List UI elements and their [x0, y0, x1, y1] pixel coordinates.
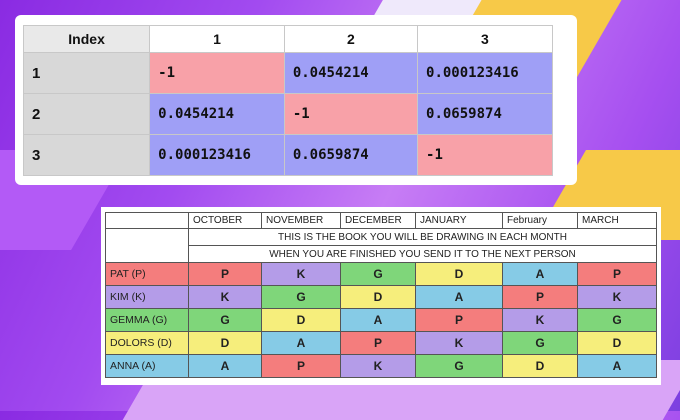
- assignment-cell[interactable]: D: [188, 331, 262, 355]
- matrix-header-row: Index 1 2 3: [22, 25, 577, 53]
- message-line-2[interactable]: WHEN YOU ARE FINISHED YOU SEND IT TO THE…: [188, 245, 657, 263]
- assignment-cell[interactable]: P: [188, 262, 262, 286]
- month-header[interactable]: DECEMBER: [340, 212, 416, 229]
- assignment-cell[interactable]: K: [261, 262, 341, 286]
- assignment-cell[interactable]: D: [340, 285, 416, 309]
- month-header[interactable]: MARCH: [577, 212, 657, 229]
- assignment-cell[interactable]: K: [577, 285, 657, 309]
- row-spacer: [552, 52, 577, 94]
- matrix-cell[interactable]: 0.0454214: [149, 93, 285, 135]
- person-row: DOLORS (D) D A P K G D: [105, 331, 657, 355]
- row-index[interactable]: 3: [22, 134, 151, 176]
- assignment-cell[interactable]: P: [577, 262, 657, 286]
- assignment-cell[interactable]: D: [502, 354, 578, 378]
- matrix-row: 3 0.000123416 0.0659874 -1: [22, 134, 577, 176]
- matrix-cell[interactable]: -1: [149, 52, 285, 94]
- header-spacer: [552, 25, 577, 53]
- matrix-cell[interactable]: 0.0454214: [283, 52, 419, 94]
- matrix-row: 2 0.0454214 -1 0.0659874: [22, 93, 577, 135]
- assignment-cell[interactable]: P: [415, 308, 503, 332]
- row-index[interactable]: 1: [22, 52, 151, 94]
- matrix-cell[interactable]: 0.0659874: [417, 93, 553, 135]
- month-header[interactable]: OCTOBER: [188, 212, 262, 229]
- assignment-cell[interactable]: K: [415, 331, 503, 355]
- assignment-cell[interactable]: K: [340, 354, 416, 378]
- row-spacer: [552, 134, 577, 176]
- column-header-1[interactable]: 1: [149, 25, 285, 53]
- assignment-cell[interactable]: G: [261, 285, 341, 309]
- person-name[interactable]: KIM (K): [105, 285, 189, 309]
- corner-cell: [105, 212, 189, 229]
- month-header[interactable]: JANUARY: [415, 212, 503, 229]
- assignment-cell[interactable]: D: [577, 331, 657, 355]
- person-row: PAT (P) P K G D A P: [105, 262, 657, 286]
- matrix-cell[interactable]: -1: [283, 93, 419, 135]
- assignment-cell[interactable]: D: [415, 262, 503, 286]
- matrix-cell[interactable]: -1: [417, 134, 553, 176]
- assignment-cell[interactable]: P: [261, 354, 341, 378]
- assignment-cell[interactable]: G: [577, 308, 657, 332]
- person-name[interactable]: GEMMA (G): [105, 308, 189, 332]
- assignment-cell[interactable]: K: [502, 308, 578, 332]
- matrix-panel: Index 1 2 3 1 -1 0.0454214 0.000123416 2…: [15, 15, 577, 185]
- assignment-cell[interactable]: A: [415, 285, 503, 309]
- column-header-2[interactable]: 2: [283, 25, 419, 53]
- person-row: ANNA (A) A P K G D A: [105, 354, 657, 378]
- message-line-1[interactable]: THIS IS THE BOOK YOU WILL BE DRAWING IN …: [188, 228, 657, 246]
- person-name[interactable]: ANNA (A): [105, 354, 189, 378]
- month-header[interactable]: NOVEMBER: [261, 212, 341, 229]
- assignment-cell[interactable]: G: [188, 308, 262, 332]
- message-row: THIS IS THE BOOK YOU WILL BE DRAWING IN …: [105, 228, 657, 263]
- assignment-cell[interactable]: G: [502, 331, 578, 355]
- assignment-cell[interactable]: A: [340, 308, 416, 332]
- assignment-cell[interactable]: G: [340, 262, 416, 286]
- matrix-table: Index 1 2 3 1 -1 0.0454214 0.000123416 2…: [22, 25, 577, 176]
- person-row: KIM (K) K G D A P K: [105, 285, 657, 309]
- index-header[interactable]: Index: [22, 25, 151, 53]
- matrix-cell[interactable]: 0.000123416: [149, 134, 285, 176]
- assignment-cell[interactable]: P: [340, 331, 416, 355]
- matrix-row: 1 -1 0.0454214 0.000123416: [22, 52, 577, 94]
- schedule-table: OCTOBER NOVEMBER DECEMBER JANUARY Februa…: [105, 212, 657, 378]
- month-header[interactable]: February: [502, 212, 578, 229]
- assignment-cell[interactable]: P: [502, 285, 578, 309]
- message-row: WHEN YOU ARE FINISHED YOU SEND IT TO THE…: [106, 245, 657, 263]
- matrix-cell[interactable]: 0.0659874: [283, 134, 419, 176]
- person-row: GEMMA (G) G D A P K G: [105, 308, 657, 332]
- assignment-cell[interactable]: A: [188, 354, 262, 378]
- person-name[interactable]: DOLORS (D): [105, 331, 189, 355]
- assignment-cell[interactable]: D: [261, 308, 341, 332]
- assignment-cell[interactable]: G: [415, 354, 503, 378]
- assignment-cell[interactable]: A: [502, 262, 578, 286]
- schedule-header-row: OCTOBER NOVEMBER DECEMBER JANUARY Februa…: [105, 212, 657, 229]
- row-index[interactable]: 2: [22, 93, 151, 135]
- schedule-panel: OCTOBER NOVEMBER DECEMBER JANUARY Februa…: [101, 207, 661, 385]
- row-spacer: [552, 93, 577, 135]
- assignment-cell[interactable]: A: [261, 331, 341, 355]
- person-name[interactable]: PAT (P): [105, 262, 189, 286]
- matrix-cell[interactable]: 0.000123416: [417, 52, 553, 94]
- column-header-3[interactable]: 3: [417, 25, 553, 53]
- assignment-cell[interactable]: K: [188, 285, 262, 309]
- message-blank-cell: [105, 228, 189, 263]
- assignment-cell[interactable]: A: [577, 354, 657, 378]
